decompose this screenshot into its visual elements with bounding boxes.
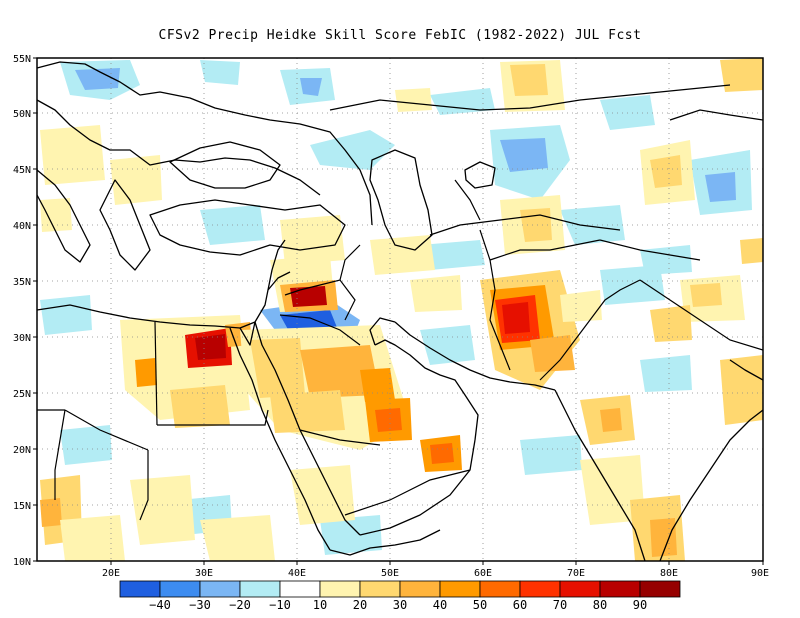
colorbar-label: −20 (229, 598, 251, 612)
borders (37, 84, 764, 521)
colorbar-label: 70 (553, 598, 567, 612)
lat-tick: 10N (13, 557, 31, 568)
lon-tick: 90E (751, 568, 769, 579)
map-panel (36, 57, 764, 562)
colorbar-swatch (279, 580, 321, 598)
lat-tick: 50N (13, 109, 31, 120)
chart-title: CFSv2 Precip Heidke Skill Score FebIC (1… (158, 28, 642, 43)
colorbar-label: 60 (513, 598, 527, 612)
colorbar-label: −30 (189, 598, 211, 612)
colorbar-label: 80 (593, 598, 607, 612)
colorbar-swatch (359, 580, 401, 598)
lat-tick: 15N (13, 501, 31, 512)
lat-tick: 35N (13, 277, 31, 288)
colorbar-label: 30 (393, 598, 407, 612)
lat-axis: 55N 50N 45N 40N 35N 30N 25N 20N 15N 10N (13, 54, 37, 568)
lon-tick: 50E (381, 568, 399, 579)
lat-tick: 20N (13, 445, 31, 456)
colorbar-swatch (519, 580, 561, 598)
colorbar-label: −40 (149, 598, 171, 612)
colorbar-label: 50 (473, 598, 487, 612)
lat-tick: 45N (13, 165, 31, 176)
lon-tick: 20E (102, 568, 120, 579)
colorbar-swatch (559, 580, 601, 598)
colorbar-label: 90 (633, 598, 647, 612)
map-frame (36, 57, 764, 562)
lat-tick: 25N (13, 389, 31, 400)
colorbar-swatch (239, 580, 281, 598)
colorbar-swatch (599, 580, 641, 598)
colorbar-label: 20 (353, 598, 367, 612)
lat-tick: 30N (13, 333, 31, 344)
colorbar-swatch (479, 580, 521, 598)
colorbar-swatch (399, 580, 441, 598)
colorbar: −40 −30 −20 −10 10 20 30 40 50 60 70 80 90 (119, 580, 681, 612)
lat-tick: 40N (13, 221, 31, 232)
colorbar-label: 10 (313, 598, 327, 612)
colorbar-label: −10 (269, 598, 291, 612)
lon-tick: 80E (660, 568, 678, 579)
colorbar-swatch (199, 580, 241, 598)
lat-tick: 55N (13, 54, 31, 65)
colorbar-swatch (119, 580, 161, 598)
colorbar-swatch (639, 580, 681, 598)
skill-patches (40, 58, 763, 561)
lon-tick: 60E (474, 568, 492, 579)
lon-tick: 70E (567, 568, 585, 579)
colorbar-swatch (159, 580, 201, 598)
colorbar-swatch (319, 580, 361, 598)
lon-tick: 30E (195, 568, 213, 579)
colorbar-label: 40 (433, 598, 447, 612)
map-background (37, 58, 763, 561)
colorbar-swatch (439, 580, 481, 598)
lon-tick: 40E (288, 568, 306, 579)
lon-axis: 20E 30E 40E 50E 60E 70E 80E 90E (102, 561, 769, 579)
